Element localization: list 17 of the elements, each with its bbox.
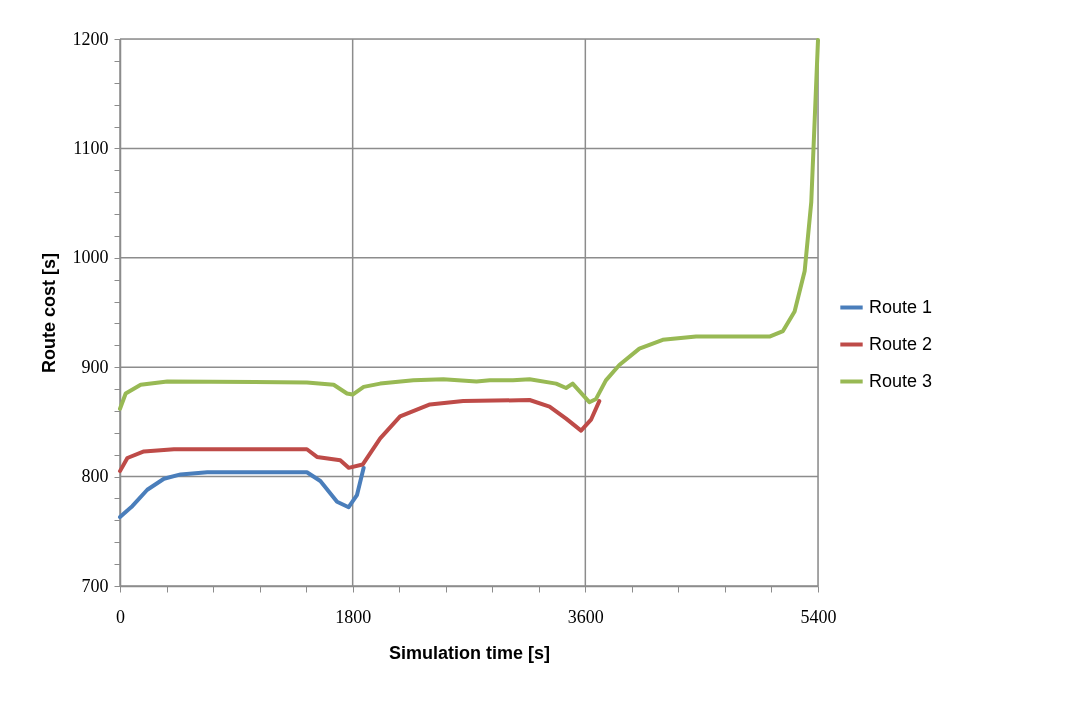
- line-series: [118, 465, 366, 520]
- y-axis-title: Route cost [s]: [38, 252, 59, 374]
- y-tick-label: 1100: [73, 137, 109, 158]
- y-tick-label: 800: [81, 466, 109, 487]
- x-tick-label: 1800: [335, 606, 372, 627]
- y-tick-label: 900: [81, 356, 109, 377]
- legend-label: Route 1: [869, 296, 933, 317]
- x-tick-label: 5400: [800, 606, 837, 627]
- legend-label: Route 2: [869, 333, 933, 354]
- x-tick-label: 0: [116, 606, 125, 627]
- y-tick-label: 700: [81, 575, 109, 596]
- x-axis-title: Simulation time [s]: [388, 642, 551, 663]
- y-tick-label: 1000: [72, 247, 109, 268]
- x-tick-label: 3600: [567, 606, 604, 627]
- y-tick-label: 1200: [72, 28, 109, 49]
- legend-label: Route 3: [869, 370, 933, 391]
- line-series: [118, 398, 602, 474]
